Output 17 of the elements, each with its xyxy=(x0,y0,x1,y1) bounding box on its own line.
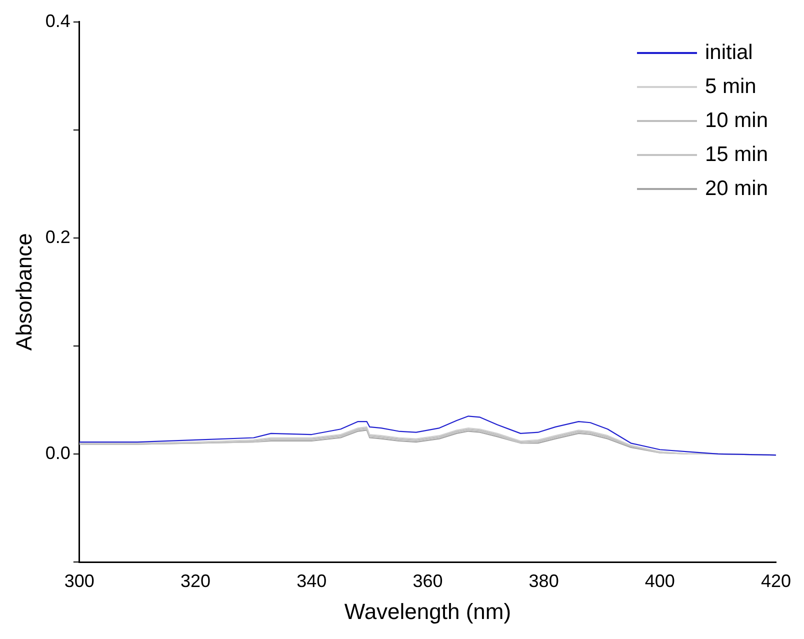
y-tick-label: 0.2 xyxy=(45,226,70,247)
x-tick-label: 380 xyxy=(528,570,559,591)
legend-label: initial xyxy=(704,41,753,65)
x-tick-label: 420 xyxy=(760,570,792,591)
y-tick-label: 0.0 xyxy=(45,442,70,463)
x-tick-label: 400 xyxy=(644,570,675,591)
legend-label: 20 min xyxy=(704,177,768,201)
x-tick-label: 320 xyxy=(180,570,211,591)
legend-label: 15 min xyxy=(704,143,768,167)
legend-label: 10 min xyxy=(704,109,768,133)
x-tick-label: 360 xyxy=(412,570,443,591)
x-tick-label: 300 xyxy=(64,570,94,591)
y-axis-title: Absorbance xyxy=(11,233,36,351)
x-axis-title: Wavelength (nm) xyxy=(344,598,512,624)
legend-label: 5 min xyxy=(704,75,756,99)
y-tick-label: 0.4 xyxy=(45,10,70,31)
x-tick-label: 340 xyxy=(296,570,327,591)
